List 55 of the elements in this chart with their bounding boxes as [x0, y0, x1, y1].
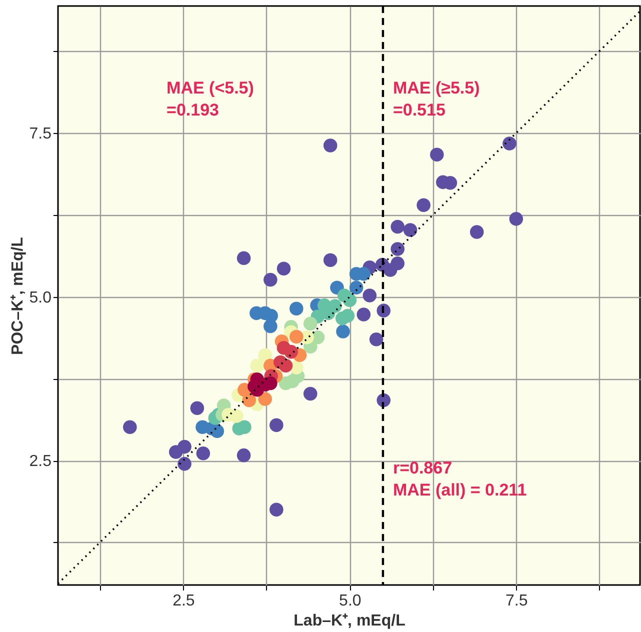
point [258, 348, 272, 362]
y-tick-label: 2.5 [29, 453, 52, 470]
point [178, 440, 192, 454]
point [230, 409, 244, 423]
point [210, 424, 224, 438]
point [264, 272, 278, 287]
point [196, 446, 210, 460]
y-tick-label: 5.0 [29, 289, 52, 306]
point [270, 502, 284, 517]
point [349, 280, 364, 295]
point [376, 304, 391, 318]
point [286, 374, 300, 388]
x-axis-title: Lab–K⁺, mEq/L [294, 612, 406, 630]
point [416, 198, 430, 212]
point [190, 401, 204, 416]
point [250, 358, 264, 372]
point [236, 448, 251, 462]
annotation: MAE (<5.5) =0.193 [166, 78, 254, 120]
point [470, 225, 484, 239]
point [509, 212, 524, 226]
point [264, 308, 278, 323]
point [369, 332, 384, 346]
point [342, 293, 357, 307]
point [323, 138, 338, 152]
point [123, 420, 137, 434]
point [236, 251, 251, 266]
point [390, 242, 405, 256]
x-tick-label: 2.5 [172, 592, 195, 610]
point [276, 341, 291, 355]
point [336, 324, 350, 338]
y-axis-title: POC–K⁺, mEq/L [9, 236, 26, 355]
x-tick-label: 5.0 [339, 592, 362, 610]
point [323, 253, 338, 268]
point [303, 316, 318, 331]
point [303, 386, 318, 401]
point [430, 148, 444, 162]
point [390, 220, 405, 234]
point [356, 308, 371, 322]
point [335, 312, 350, 326]
annotation: MAE (≥5.5) =0.515 [392, 78, 480, 120]
point [290, 330, 304, 344]
point [270, 418, 284, 432]
annotation: r=0.867 MAE (all) = 0.211 [392, 458, 527, 500]
point [278, 358, 293, 372]
y-tick-label: 7.5 [29, 126, 52, 143]
point [276, 262, 291, 276]
point [258, 392, 272, 406]
x-tick-label: 7.5 [506, 592, 528, 610]
point [178, 456, 192, 471]
point [403, 223, 418, 237]
point [362, 288, 377, 302]
point [242, 393, 256, 408]
point [502, 136, 516, 150]
point [328, 299, 342, 313]
point [290, 302, 304, 316]
